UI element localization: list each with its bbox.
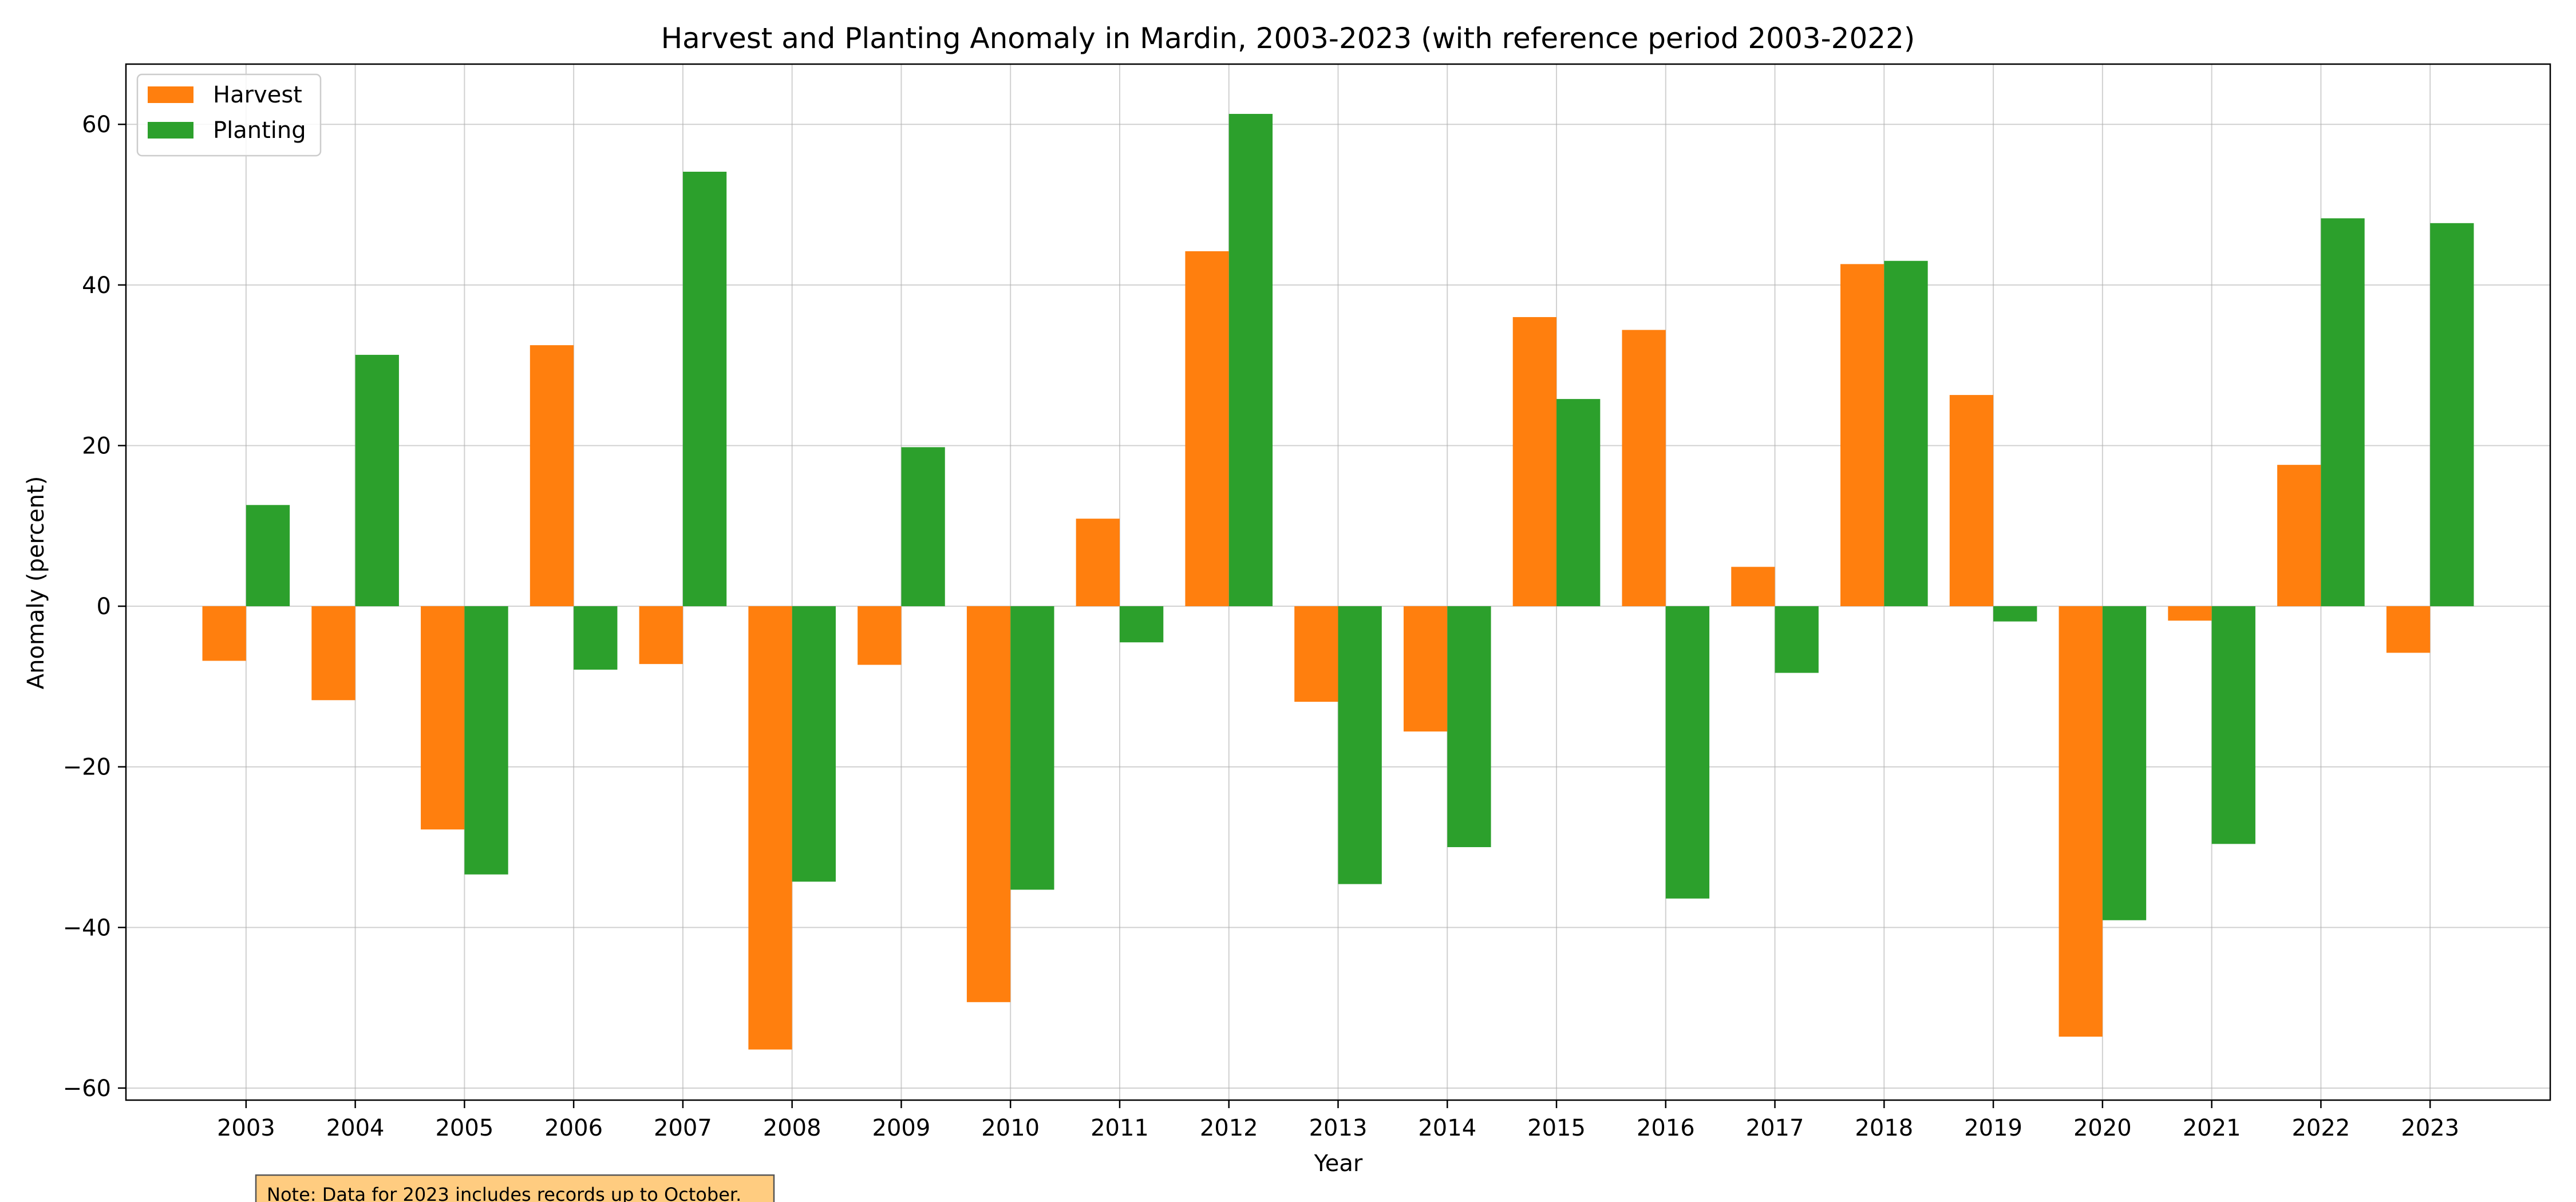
bar-harvest-2018: [1840, 264, 1884, 607]
y-tick-label: 40: [82, 272, 111, 299]
note-box: Note: Data for 2023 includes records up …: [255, 1174, 775, 1202]
bar-planting-2009: [901, 447, 945, 607]
legend-label-harvest: Harvest: [213, 82, 302, 108]
bar-harvest-2021: [2168, 606, 2212, 621]
x-tick-label: 2008: [763, 1115, 821, 1141]
x-tick-label: 2006: [544, 1115, 603, 1141]
x-tick-label: 2010: [981, 1115, 1040, 1141]
bar-planting-2012: [1228, 113, 1273, 607]
x-tick-label: 2016: [1637, 1115, 1695, 1141]
bar-harvest-2007: [639, 606, 683, 665]
bar-harvest-2011: [1076, 519, 1120, 607]
y-tick-label: −40: [63, 915, 111, 941]
bar-harvest-2019: [1949, 395, 1994, 607]
bar-planting-2004: [355, 354, 399, 607]
note-text: Note: Data for 2023 includes records up …: [267, 1184, 741, 1202]
x-tick-label: 2004: [326, 1115, 385, 1141]
legend: Harvest Planting: [136, 73, 322, 157]
bar-harvest-2020: [2059, 606, 2103, 1037]
bar-harvest-2010: [966, 606, 1011, 1002]
y-tick-label: 20: [82, 433, 111, 459]
x-tick-label: 2012: [1200, 1115, 1258, 1141]
legend-swatch-harvest: [148, 86, 193, 103]
bars: [202, 113, 2474, 1050]
bar-harvest-2003: [202, 606, 246, 661]
bar-planting-2005: [464, 606, 508, 875]
y-tick-label: 0: [97, 594, 111, 620]
bar-planting-2018: [1884, 260, 1928, 607]
bar-harvest-2022: [2277, 465, 2321, 607]
y-tick-label: −60: [63, 1076, 111, 1102]
bar-harvest-2012: [1185, 251, 1229, 607]
bar-planting-2017: [1775, 606, 1819, 673]
x-tick-label: 2007: [654, 1115, 712, 1141]
bar-harvest-2023: [2386, 606, 2431, 653]
x-tick-label: 2022: [2291, 1115, 2350, 1141]
y-axis: −60 −40 −20 0 20 40 60: [63, 112, 126, 1102]
bar-harvest-2013: [1294, 606, 1338, 702]
bar-harvest-2016: [1622, 330, 1666, 607]
bar-planting-2020: [2102, 606, 2147, 920]
x-tick-label: 2020: [2073, 1115, 2132, 1141]
bar-planting-2015: [1556, 399, 1601, 607]
y-axis-label: Anomaly (percent): [23, 476, 49, 690]
x-tick-label: 2014: [1418, 1115, 1476, 1141]
x-tick-label: 2017: [1746, 1115, 1804, 1141]
bar-planting-2010: [1010, 606, 1054, 890]
y-tick-label: 60: [82, 112, 111, 138]
bar-planting-2013: [1338, 606, 1382, 884]
legend-swatch-planting: [148, 122, 193, 139]
x-tick-label: 2009: [872, 1115, 931, 1141]
bar-harvest-2014: [1403, 606, 1448, 732]
bar-harvest-2006: [530, 345, 574, 607]
bar-harvest-2015: [1512, 317, 1557, 607]
x-axis-label: Year: [1314, 1150, 1363, 1177]
bar-harvest-2005: [421, 606, 465, 830]
chart-title: Harvest and Planting Anomaly in Mardin, …: [661, 22, 1915, 55]
grid: [126, 64, 2550, 1100]
bar-planting-2011: [1119, 606, 1164, 643]
note-background: [255, 1174, 775, 1202]
bar-planting-2007: [682, 172, 727, 607]
legend-label-planting: Planting: [213, 117, 306, 144]
y-tick-label: −20: [63, 754, 111, 781]
bar-planting-2016: [1665, 606, 1710, 899]
bar-planting-2003: [246, 505, 290, 607]
x-axis: 2003 2004 2005 2006 2007 2008 2009 2010 2011 2012…: [217, 1100, 2459, 1141]
bar-harvest-2008: [748, 606, 792, 1050]
bar-harvest-2009: [858, 606, 902, 665]
x-tick-label: 2003: [217, 1115, 275, 1141]
bar-planting-2023: [2430, 223, 2474, 607]
x-tick-label: 2018: [1855, 1115, 1913, 1141]
x-tick-label: 2005: [435, 1115, 493, 1141]
bar-planting-2022: [2321, 218, 2365, 607]
x-tick-label: 2019: [1964, 1115, 2022, 1141]
x-tick-label: 2021: [2183, 1115, 2241, 1141]
bar-planting-2014: [1447, 606, 1491, 848]
bar-planting-2008: [792, 606, 836, 882]
x-tick-label: 2015: [1527, 1115, 1586, 1141]
bar-planting-2021: [2211, 606, 2255, 844]
bar-harvest-2004: [311, 606, 355, 701]
bar-harvest-2017: [1731, 567, 1775, 607]
x-tick-label: 2013: [1309, 1115, 1368, 1141]
x-tick-label: 2023: [2401, 1115, 2459, 1141]
x-tick-label: 2011: [1091, 1115, 1149, 1141]
bar-planting-2019: [1993, 606, 2037, 622]
bar-planting-2006: [574, 606, 618, 670]
